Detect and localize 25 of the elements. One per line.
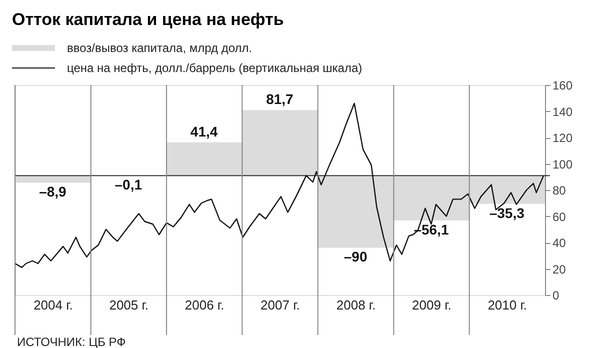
- x-tick-label: 2007 г.: [260, 298, 300, 312]
- x-tick-label: 2009 г.: [412, 298, 452, 312]
- data-label: –8,9: [39, 184, 67, 200]
- chart-title: Отток капитала и цена на нефть: [12, 10, 284, 29]
- legend-label: ввоз/вывоз капитала, млрд долл.: [67, 41, 252, 55]
- y-tick-label: 120: [552, 131, 573, 145]
- y-tick-label: 60: [552, 210, 566, 224]
- y-tick-label: 20: [552, 262, 566, 276]
- y-tick-label: 100: [552, 157, 573, 172]
- data-label: –0,1: [114, 176, 142, 193]
- y-tick-label: 40: [552, 236, 566, 250]
- x-tick-label: 2010 г.: [488, 298, 528, 312]
- y-tick-label: 160: [552, 78, 573, 92]
- x-tick-label: 2004 г.: [34, 298, 73, 312]
- data-label: 41,4: [190, 123, 218, 140]
- legend-label: цена на нефть, долл./баррель (вертикальная шкала): [67, 61, 362, 75]
- x-tick-label: 2006 г.: [184, 298, 224, 312]
- y-tick-label: 80: [552, 184, 566, 198]
- x-tick-label: 2008 г.: [336, 298, 376, 312]
- y-tick-label: 140: [552, 104, 573, 119]
- y-tick-label: 0: [552, 288, 560, 302]
- data-label: –35,3: [489, 204, 525, 221]
- data-label: –90: [344, 248, 368, 265]
- x-tick-label: 2005 г.: [109, 298, 149, 312]
- data-label: 81,7: [266, 91, 294, 108]
